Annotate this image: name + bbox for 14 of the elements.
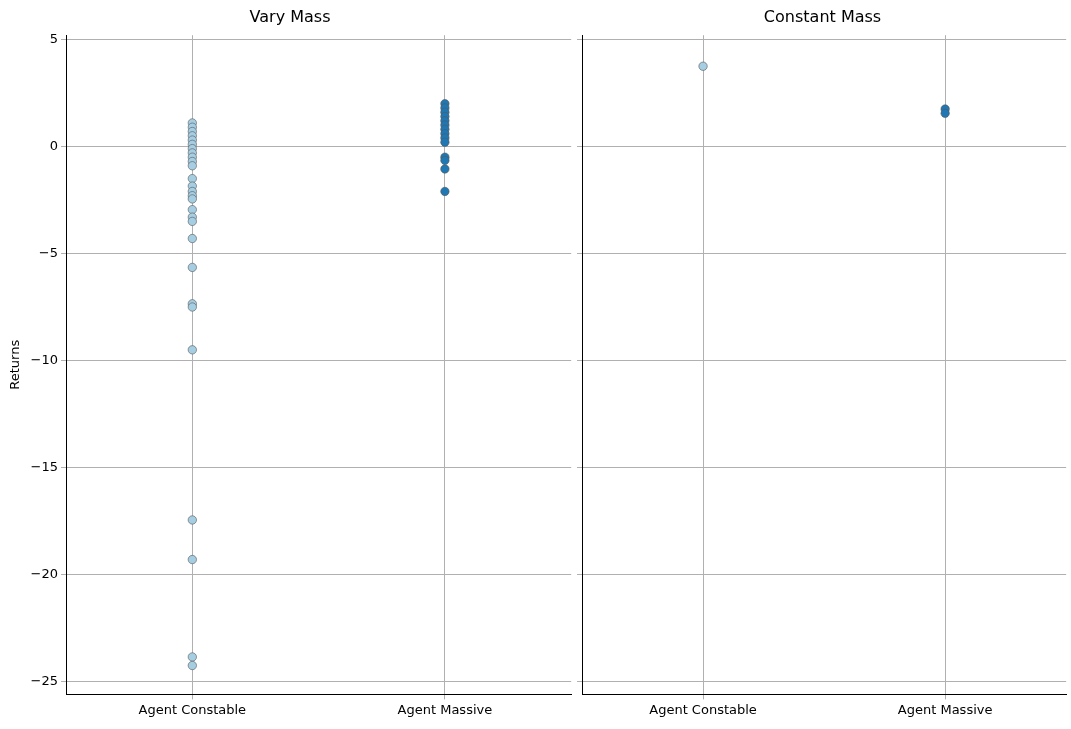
chart-title: Vary Mass: [249, 6, 331, 26]
x-tick-label: Agent Massive: [897, 701, 993, 717]
y-tick-label: −10: [30, 351, 59, 367]
y-axis-title: Returns: [7, 339, 23, 390]
y-tick-label: −25: [30, 672, 59, 688]
y-tick-label: 0: [49, 137, 59, 153]
y-tick-label: −5: [38, 244, 59, 260]
x-tick-label: Agent Constable: [138, 701, 247, 717]
y-tick-label: −20: [30, 565, 59, 581]
y-tick-label: −15: [30, 458, 59, 474]
x-tick-label: Agent Massive: [397, 701, 493, 717]
x-tick-label: Agent Constable: [649, 701, 757, 717]
y-tick-label: 5: [49, 30, 59, 46]
chart-title: Constant Mass: [763, 6, 882, 26]
